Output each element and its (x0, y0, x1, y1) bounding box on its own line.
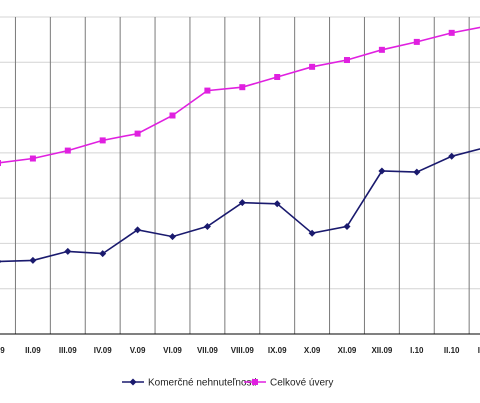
legend-item-1: Komerčné nehnuteľnosti (122, 378, 257, 389)
data-point (378, 167, 386, 175)
legend-label: Celkové úvery (270, 378, 333, 389)
x-tick-label: II.09 (25, 346, 41, 355)
series-line (0, 148, 480, 263)
x-tick-label: VIII.09 (231, 346, 255, 355)
data-point (169, 112, 176, 119)
legend-label: Komerčné nehnuteľnosti (148, 378, 257, 389)
x-tick-label: III.10 (478, 346, 480, 355)
data-point (29, 155, 36, 162)
series-layer (0, 26, 480, 264)
legend: Komerčné nehnuteľnosti Celkové úvery (122, 378, 333, 389)
legend-item-2: Celkové úvery (244, 378, 333, 389)
x-tick-label: IV.09 (94, 346, 112, 355)
data-point (448, 29, 455, 36)
data-point (344, 57, 350, 64)
x-tick-label: IX.09 (268, 346, 287, 355)
data-point (274, 74, 281, 81)
x-tick-label: V.09 (130, 346, 146, 355)
data-point (273, 200, 281, 208)
x-tick-label: II.10 (444, 346, 460, 355)
x-tick-label: X.09 (304, 346, 321, 355)
data-point (64, 147, 71, 154)
data-point (204, 87, 211, 94)
series-1 (0, 148, 480, 264)
x-tick-label: III.09 (59, 346, 77, 355)
data-point (64, 247, 72, 255)
data-point (0, 160, 1, 167)
data-point (169, 233, 176, 241)
data-point (203, 222, 211, 230)
data-point (413, 168, 421, 176)
data-point (29, 256, 37, 264)
data-point (99, 137, 106, 144)
legend-marker (129, 378, 137, 386)
legend-marker (252, 379, 258, 385)
data-point (448, 152, 456, 160)
data-point (309, 63, 316, 70)
data-point (343, 222, 351, 230)
data-point (134, 226, 142, 234)
x-tick-label: XII.09 (371, 346, 392, 355)
data-point (99, 250, 107, 258)
data-point (378, 46, 385, 53)
series-2 (0, 26, 480, 167)
data-point (0, 260, 2, 264)
data-point (239, 84, 246, 91)
data-point (134, 130, 141, 137)
x-tick-label: I.10 (410, 346, 424, 355)
x-tick-label: VII.09 (197, 346, 218, 355)
data-point (308, 229, 316, 237)
data-point (413, 38, 420, 45)
x-tick-label: XI.09 (338, 346, 357, 355)
x-tick-label: VI.09 (163, 346, 182, 355)
series-line (0, 26, 480, 164)
x-tick-label: I.09 (0, 346, 5, 355)
x-axis-ticks: I.09 II.09 III.09 IV.09 V.09 VI.09 VII.09 VIII.… (0, 346, 480, 355)
data-point (238, 199, 246, 207)
grid-lines (0, 16, 480, 334)
